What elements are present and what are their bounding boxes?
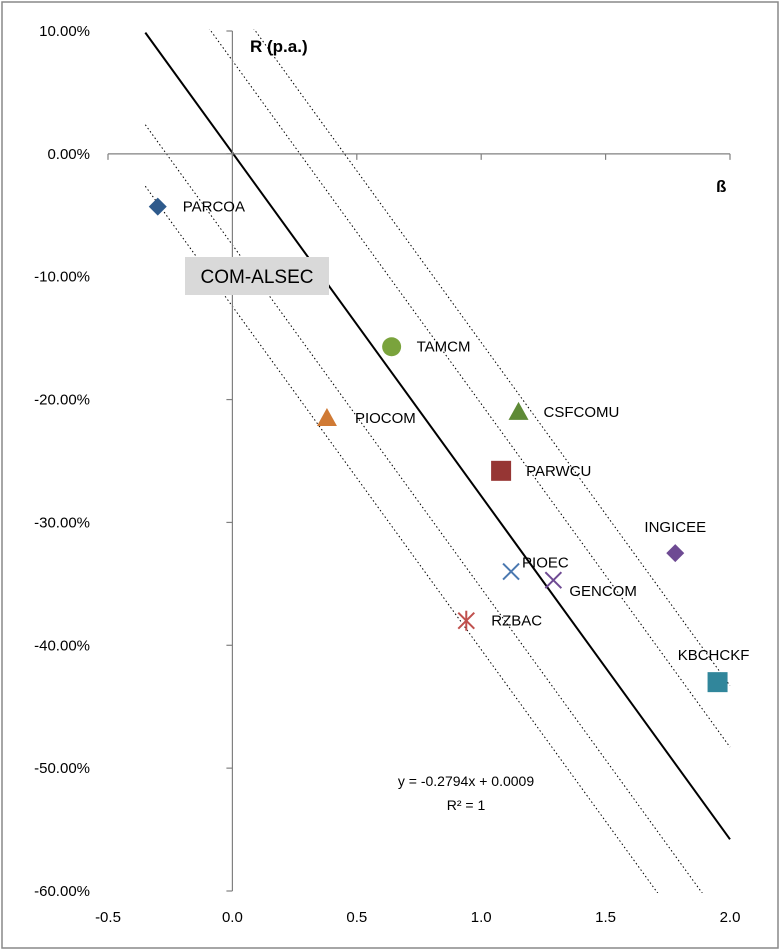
sector-label-text: COM-ALSEC	[201, 267, 314, 288]
x-axis-title: ß	[716, 177, 726, 196]
point-label-parwcu: PARWCU	[526, 463, 591, 480]
trendline-r-squared: R² = 1	[447, 797, 486, 813]
y-tick-label: -40.00%	[34, 637, 90, 654]
point-ingicee	[666, 544, 685, 563]
text-layer: -0.5 0.0 0.5 1.0 1.5 2.0 10.00% 0.00% -10.00% -20…	[34, 23, 749, 926]
trendline-equation: y = -0.2794x + 0.0009	[398, 773, 534, 789]
point-kbchckf	[707, 672, 728, 693]
trendline	[144, 32, 731, 840]
point-piocom	[316, 408, 337, 426]
point-label-rzbac: RZBAC	[491, 613, 542, 630]
y-tick-label: -60.00%	[34, 883, 90, 900]
lines-layer	[144, 29, 731, 893]
point-pioec-stroke	[502, 562, 520, 581]
point-label-pioec: PIOEC	[522, 555, 569, 572]
point-csfcomu	[508, 401, 529, 420]
point-rzbac	[457, 610, 475, 631]
point-label-csfcomu: CSFCOMU	[544, 404, 620, 421]
y-tick-label: 0.00%	[47, 146, 90, 163]
x-tick-label: 2.0	[720, 909, 741, 926]
point-pioec	[502, 562, 520, 581]
point-label-gencom: GENCOM	[569, 583, 637, 600]
y-tick-label: -20.00%	[34, 392, 90, 409]
x-tick-label: -0.5	[95, 909, 121, 926]
points-layer	[148, 197, 728, 693]
point-label-kbchckf: KBCHCKF	[678, 647, 750, 664]
point-parwcu	[491, 460, 512, 481]
x-tick-label: 0.0	[222, 909, 243, 926]
point-label-piocom: PIOCOM	[355, 410, 416, 427]
point-label-tamcm: TAMCM	[417, 339, 471, 356]
point-parcoa	[148, 197, 167, 216]
y-tick-label: -10.00%	[34, 269, 90, 286]
y-tick-label: -50.00%	[34, 760, 90, 777]
sector-label-box	[185, 257, 329, 295]
x-tick-label: 1.0	[471, 909, 492, 926]
y-tick-label: 10.00%	[39, 23, 90, 40]
point-label-parcoa: PARCOA	[183, 199, 245, 216]
y-tick-label: -30.00%	[34, 514, 90, 531]
x-tick-label: 0.5	[346, 909, 367, 926]
point-gencom-stroke	[544, 571, 563, 589]
sector-label: COM-ALSEC	[185, 257, 329, 295]
point-label-ingicee: INGICEE	[644, 519, 706, 536]
y-axis-title: R (p.a.)	[250, 37, 308, 56]
point-tamcm	[382, 337, 402, 357]
point-gencom	[544, 571, 563, 589]
x-tick-label: 1.5	[595, 909, 616, 926]
